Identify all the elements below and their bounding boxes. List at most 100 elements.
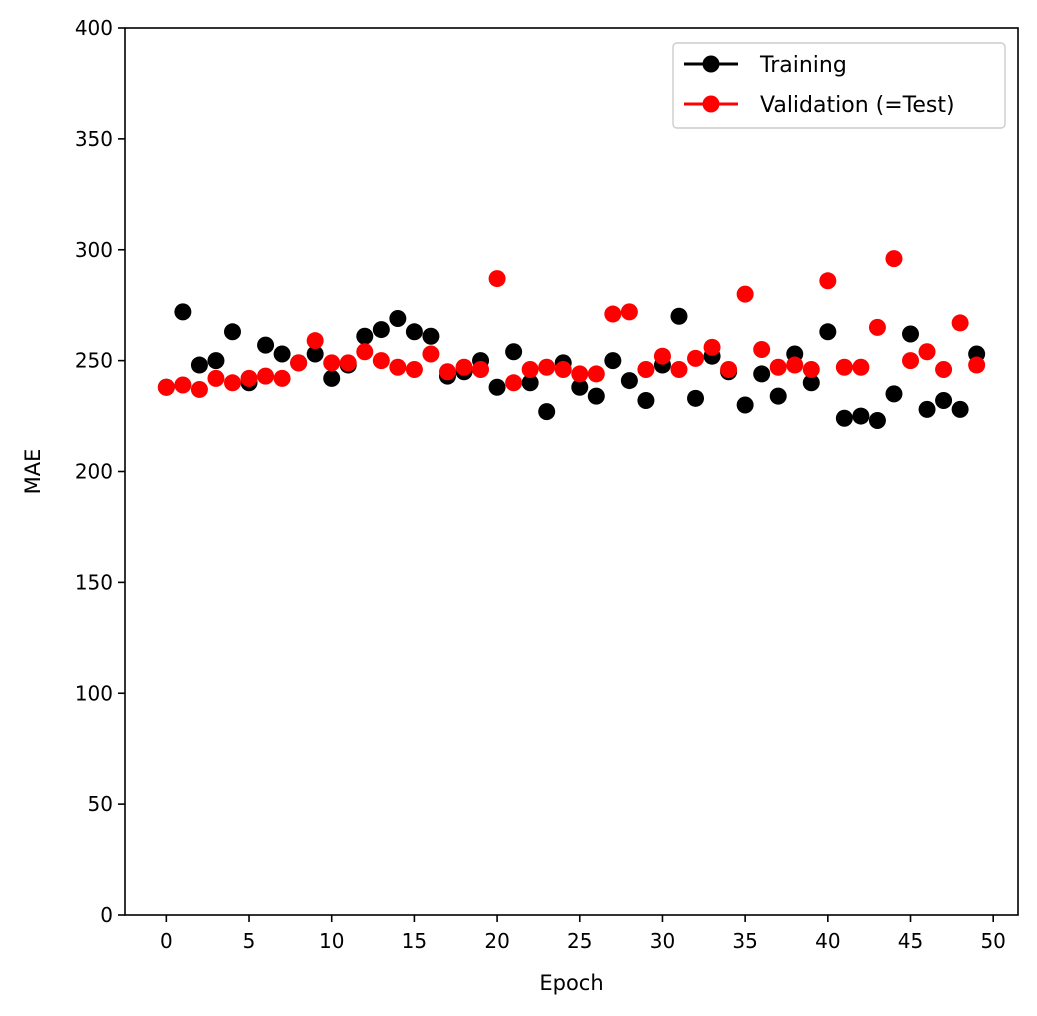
data-point [290, 354, 308, 372]
y-tick-label: 350 [75, 127, 113, 151]
data-point [951, 314, 969, 332]
data-point [587, 365, 605, 383]
y-tick-label: 50 [88, 792, 113, 816]
y-tick-label: 200 [75, 460, 113, 484]
data-point [521, 374, 539, 392]
data-point [405, 360, 423, 378]
legend-item: Validation (=Test) [684, 93, 955, 118]
data-point [753, 341, 771, 359]
data-point [207, 369, 225, 387]
data-point [554, 360, 572, 378]
data-point [389, 358, 407, 376]
axes-frame [124, 27, 1019, 916]
data-point [637, 360, 655, 378]
data-point [868, 411, 886, 429]
data-point [935, 392, 953, 410]
data-point [902, 325, 920, 343]
data-point [819, 323, 837, 341]
data-point [653, 347, 671, 365]
data-point [190, 356, 208, 374]
legend-label: Training [759, 53, 847, 78]
data-point [852, 407, 870, 425]
data-point [670, 360, 688, 378]
legend: Training Validation (=Test) [672, 42, 1006, 129]
data-point [885, 250, 903, 268]
data-point [571, 378, 589, 396]
y-axis-label: MAE [21, 449, 45, 495]
data-point [769, 387, 787, 405]
data-point [257, 336, 275, 354]
data-point [835, 358, 853, 376]
y-tick-label: 400 [75, 16, 113, 40]
data-point [819, 272, 837, 290]
data-point [488, 270, 506, 288]
data-point [306, 345, 324, 363]
data-point [405, 323, 423, 341]
data-point [273, 345, 291, 363]
x-tick-label: 5 [243, 929, 256, 953]
data-point [620, 372, 638, 390]
data-point [207, 352, 225, 370]
x-tick-label: 35 [732, 929, 757, 953]
data-point [786, 356, 804, 374]
legend-label: Validation (=Test) [760, 93, 955, 118]
data-point [306, 332, 324, 350]
data-point [372, 352, 390, 370]
data-point [852, 358, 870, 376]
data-point [240, 369, 258, 387]
data-point [190, 380, 208, 398]
x-tick-label: 0 [160, 929, 173, 953]
data-point [720, 360, 738, 378]
data-point [323, 354, 341, 372]
data-point [223, 323, 241, 341]
data-point [736, 396, 754, 414]
legend-marker [702, 95, 720, 113]
series-1 [157, 250, 986, 398]
data-point [868, 318, 886, 336]
data-point [389, 309, 407, 327]
y-tick-label: 0 [100, 903, 113, 927]
data-point [604, 305, 622, 323]
x-tick-label: 30 [650, 929, 675, 953]
data-point [174, 376, 192, 394]
data-point [802, 374, 820, 392]
data-point [273, 369, 291, 387]
data-point [604, 352, 622, 370]
data-point [505, 374, 523, 392]
data-point [902, 352, 920, 370]
data-point [323, 369, 341, 387]
legend-item: Training [684, 53, 847, 78]
x-axis-label: Epoch [539, 971, 603, 995]
legend-marker [702, 55, 720, 73]
x-tick-label: 20 [484, 929, 509, 953]
data-point [951, 400, 969, 418]
data-point [670, 307, 688, 325]
data-point [918, 343, 936, 361]
data-point [835, 409, 853, 427]
data-point [455, 358, 473, 376]
data-point [918, 400, 936, 418]
data-point [885, 385, 903, 403]
data-point [802, 360, 820, 378]
data-point [968, 356, 986, 374]
data-point [472, 360, 490, 378]
data-point [637, 392, 655, 410]
x-tick-label: 50 [980, 929, 1005, 953]
data-point [422, 345, 440, 363]
x-tick-label: 25 [567, 929, 592, 953]
y-tick-label: 300 [75, 238, 113, 262]
y-tick-label: 150 [75, 570, 113, 594]
data-point [620, 303, 638, 321]
axes: 0 5 10 15 20 25 30 35 40 45 50 0 50 100 150 200 250 300 35… [75, 16, 1019, 953]
data-point [687, 389, 705, 407]
data-point [736, 285, 754, 303]
data-point [703, 338, 721, 356]
data-point [372, 321, 390, 339]
data-point [174, 303, 192, 321]
y-tick-label: 100 [75, 681, 113, 705]
x-tick-label: 15 [402, 929, 427, 953]
data-point [571, 365, 589, 383]
data-point [587, 387, 605, 405]
plot-area [157, 250, 986, 429]
